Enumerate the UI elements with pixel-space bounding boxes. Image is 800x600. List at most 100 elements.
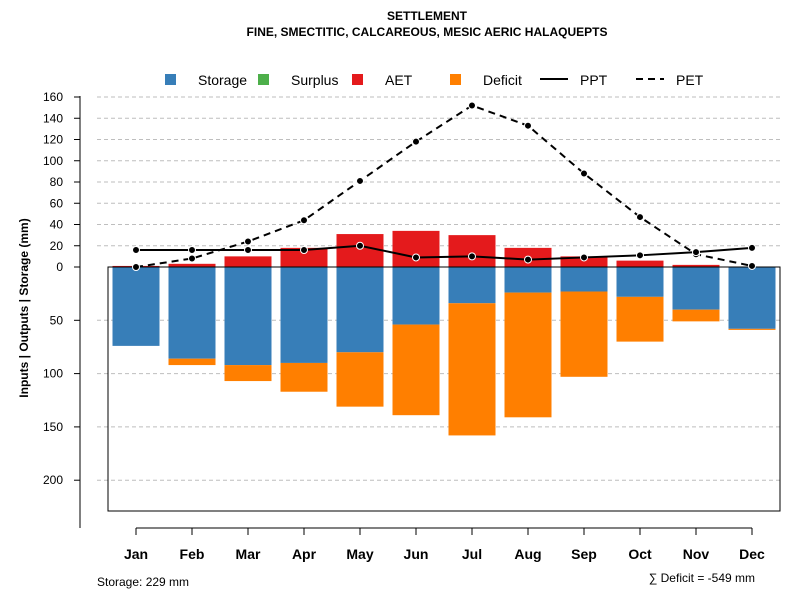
x-tick-label: Mar [236, 546, 261, 562]
bars [112, 230, 776, 436]
legend-label: Storage [198, 72, 247, 88]
deficit-bar [280, 362, 328, 392]
deficit-bar [672, 309, 720, 322]
aet-bar [616, 260, 664, 267]
x-tick-label: Jul [462, 546, 482, 562]
y-tick-label: 80 [50, 175, 64, 189]
x-tick-label: Aug [514, 546, 541, 562]
deficit-bar [336, 352, 384, 407]
x-tick-label: Feb [180, 546, 205, 562]
storage-bar [560, 267, 608, 292]
deficit-bar [728, 328, 776, 330]
x-tick-label: Jun [404, 546, 429, 562]
deficit-total-text: ∑ Deficit = -549 mm [649, 571, 755, 585]
y-tick-label: 60 [50, 196, 64, 210]
x-axis: Jan Feb Mar Apr May Jun Jul Aug Sep Oct Nov Dec [124, 527, 765, 562]
storage-bar [448, 267, 496, 304]
deficit-bar [392, 324, 440, 416]
aet-bar [448, 235, 496, 267]
storage-bar [616, 267, 664, 297]
chart-subtitle: FINE, SMECTITIC, CALCAREOUS, MESIC AERIC… [247, 25, 608, 39]
ppt-point [412, 253, 420, 262]
y-axis: 0 20 40 60 80 100 120 140 160 50 100 150 200 [43, 90, 81, 528]
storage-bar [224, 267, 272, 366]
pet-point [356, 176, 364, 185]
ppt-point [692, 248, 700, 257]
x-tick-label: Oct [628, 546, 652, 562]
y-tick-label: 200 [43, 473, 63, 487]
legend-label: Deficit [483, 72, 522, 88]
deficit-bar [224, 365, 272, 382]
legend-swatch [165, 74, 176, 85]
x-tick-label: Dec [739, 546, 765, 562]
storage-bar [392, 267, 440, 325]
aet-bar [560, 256, 608, 267]
ppt-point [748, 243, 756, 252]
legend-label: PET [676, 72, 704, 88]
chart-title: SETTLEMENT [387, 9, 468, 23]
y-tick-label: 20 [50, 239, 64, 253]
pet-point [300, 216, 308, 225]
deficit-bar [616, 296, 664, 342]
deficit-bar [560, 291, 608, 377]
y-tick-label: 50 [50, 313, 64, 327]
storage-bar [672, 267, 720, 310]
storage-bar [728, 267, 776, 329]
y-tick-label: 100 [43, 367, 63, 381]
x-tick-label: Apr [292, 546, 317, 562]
legend-label: Surplus [291, 72, 338, 88]
pet-point [468, 101, 476, 110]
deficit-bar [168, 358, 216, 366]
legend: Storage Surplus AET Deficit PPT PET [165, 72, 704, 88]
y-tick-label: 40 [50, 218, 64, 232]
aet-bar [336, 234, 384, 267]
storage-bar [112, 267, 160, 346]
ppt-point [244, 246, 252, 254]
legend-swatch [258, 74, 269, 85]
ppt-point [636, 251, 644, 260]
storage-bar [280, 267, 328, 363]
legend-label: AET [385, 72, 413, 88]
lines [132, 101, 756, 271]
pet-point [580, 169, 588, 178]
storage-bar [336, 267, 384, 353]
legend-swatch [352, 74, 363, 85]
y-tick-label: 160 [43, 90, 63, 104]
pet-point [636, 213, 644, 222]
y-tick-label: 120 [43, 133, 63, 147]
ppt-point [132, 246, 140, 254]
ppt-point [188, 246, 196, 254]
y-axis-label: Inputs | Outputs | Storage (mm) [17, 218, 31, 397]
ppt-point [524, 255, 532, 264]
x-tick-label: Jan [124, 546, 148, 562]
aet-bar [672, 264, 720, 267]
deficit-bar [448, 303, 496, 436]
aet-bar [392, 230, 440, 267]
y-tick-label: 150 [43, 420, 63, 434]
ppt-line [136, 244, 753, 261]
storage-bar [504, 267, 552, 293]
deficit-bar [504, 292, 552, 418]
pet-point [132, 263, 140, 271]
x-tick-label: Nov [683, 546, 710, 562]
pet-point [748, 261, 756, 270]
x-tick-label: Sep [571, 546, 597, 562]
pet-line [135, 104, 753, 268]
ppt-point [356, 241, 364, 250]
pet-point [244, 237, 252, 246]
legend-label: PPT [580, 72, 608, 88]
ppt-point [300, 246, 308, 254]
aet-bar [168, 263, 216, 267]
pet-point [524, 121, 532, 130]
ppt-point [468, 252, 476, 261]
pet-point [188, 254, 196, 263]
aet-bar [280, 247, 328, 267]
y-tick-label: 100 [43, 154, 63, 168]
pet-point [412, 137, 420, 146]
aet-bar [224, 256, 272, 267]
y-tick-label: 140 [43, 111, 63, 125]
grid-lines [97, 96, 780, 481]
legend-swatch [450, 74, 461, 85]
ppt-point [580, 253, 588, 262]
